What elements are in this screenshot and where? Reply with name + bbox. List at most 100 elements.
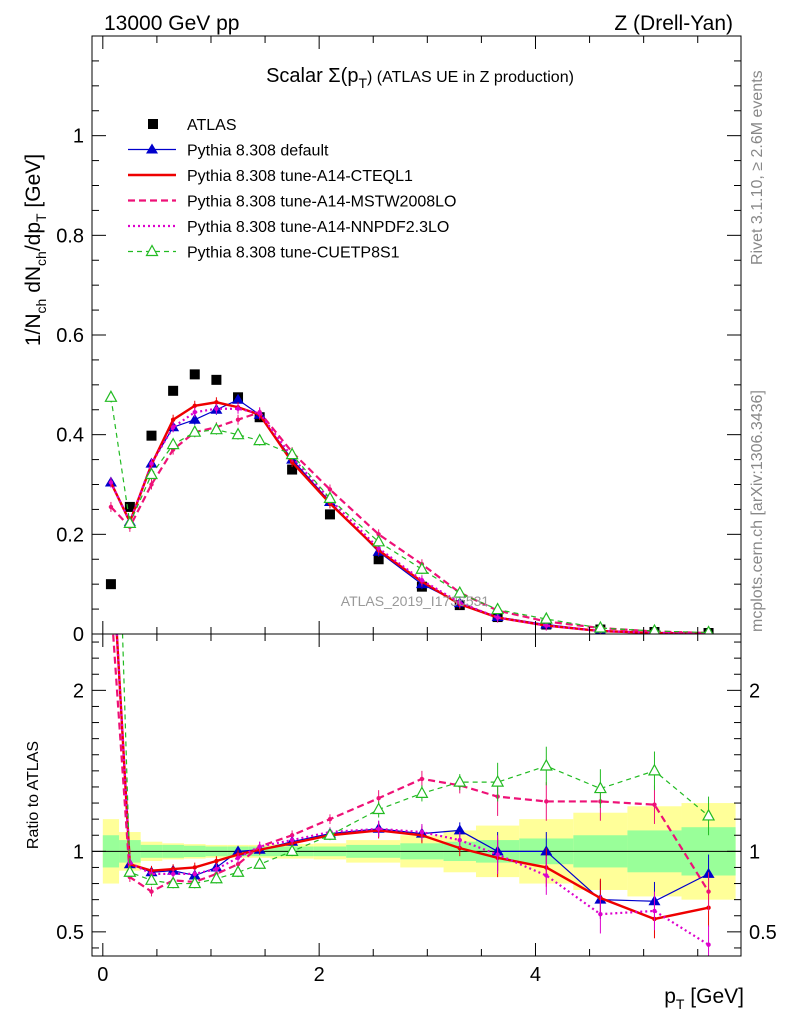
legend: ATLAS Pythia 8.308 default Pythia 8.308 tu… <box>128 117 456 262</box>
data-point-atlas <box>324 509 335 520</box>
data-point-cuetp8s1 <box>285 447 299 460</box>
data-point-cuetp8s1 <box>415 561 429 574</box>
ratio-point-nnpdf <box>457 837 462 843</box>
data-point-atlas <box>189 369 200 380</box>
data-point-cuetp8s1 <box>453 585 467 598</box>
ratio-point-cuetp8s1 <box>647 763 661 776</box>
ratio-point-mstw <box>235 862 241 867</box>
data-point-cuetp8s1 <box>648 623 661 634</box>
main-title-sub: T <box>358 75 367 91</box>
ratio-point-nnpdf <box>235 855 241 860</box>
y-tick-label-right: 0.5 <box>749 922 777 944</box>
ratio-point-cuetp8s1 <box>491 774 505 787</box>
data-point-cuetp8s1 <box>104 390 118 402</box>
main-plot-panel: 0 0.2 0.4 0.6 0.8 1 ATLAS_2019_I1736531 Scala… <box>22 35 742 646</box>
ratio-point-mstw <box>706 889 711 894</box>
data-point-cteql1 <box>192 403 197 408</box>
legend-label-cuetp8s1: Pythia 8.308 tune-CUETP8S1 <box>187 245 400 262</box>
ratio-point-cuetp8s1 <box>123 865 137 877</box>
ratio-point-nnpdf <box>376 826 381 832</box>
ratio-point-cuetp8s1 <box>188 876 202 889</box>
data-point-cuetp8s1 <box>253 433 267 446</box>
ratio-point-nnpdf <box>495 852 500 857</box>
data-point-nnpdf <box>544 623 549 628</box>
mcplots-label: mcplots.cern.ch [arXiv:1306.3436] <box>749 390 766 632</box>
ratio-point-cuetp8s1 <box>144 873 159 885</box>
data-point-nnpdf <box>376 546 381 551</box>
data-point-cuetp8s1 <box>188 424 202 437</box>
ratio-point-mstw <box>376 796 381 801</box>
data-point-cuetp8s1 <box>209 422 223 435</box>
data-point-nnpdf <box>419 577 425 583</box>
y-tick-label: 0.4 <box>56 425 84 447</box>
ratio-point-cuetp8s1 <box>593 781 607 794</box>
main-title: Scalar Σ(pT) (ATLAS UE in Z production) <box>266 65 574 91</box>
data-point-nnpdf <box>457 600 462 605</box>
y-tick-label-right: 2 <box>749 680 760 702</box>
data-point-atlas <box>211 374 222 385</box>
x-tick-label: 0 <box>97 964 108 986</box>
ratio-point-cuetp8s1 <box>231 865 245 877</box>
data-point-cuetp8s1 <box>491 602 505 615</box>
ylabel-p4: /dp <box>22 222 45 251</box>
header-left: 13000 GeV pp <box>104 12 239 35</box>
data-point-nnpdf <box>257 411 262 416</box>
ratio-point-cuetp8s1 <box>539 758 553 771</box>
y-tick-label: 2 <box>73 680 84 702</box>
data-point-atlas <box>124 501 135 512</box>
xlabel-sub: T <box>676 996 685 1012</box>
data-point-cuetp8s1 <box>593 620 607 633</box>
ratio-point-cuetp8s1 <box>453 774 467 787</box>
series-line-nnpdf <box>109 407 709 634</box>
data-point-cuetp8s1 <box>372 534 386 547</box>
ratio-line-nnpdf <box>115 634 710 946</box>
series-line-mstw <box>110 410 709 634</box>
ylabel-p2: dN <box>22 266 45 299</box>
data-point-atlas <box>105 579 116 590</box>
data-point-nnpdf <box>108 480 114 485</box>
data-point-cuetp8s1 <box>144 467 159 480</box>
legend-label-atlas: ATLAS <box>187 117 237 134</box>
ratio-point-cuetp8s1 <box>702 808 716 821</box>
data-point-default <box>188 413 201 424</box>
data-point-mstw <box>376 532 381 537</box>
ylabel-p1: ch <box>33 299 49 314</box>
legend-label-cteql1: Pythia 8.308 tune-A14-CTEQL1 <box>187 168 413 185</box>
legend-label-mstw: Pythia 8.308 tune-A14-MSTW2008LO <box>187 194 456 211</box>
rivet-label: Rivet 3.1.10, ≥ 2.6M events <box>749 70 766 265</box>
ratio-point-mstw <box>149 889 154 894</box>
data-point-cteql1 <box>170 417 176 422</box>
ratio-point-mstw <box>419 776 425 782</box>
ratio-ylabel: Ratio to ATLAS <box>25 741 42 849</box>
watermark: ATLAS_2019_I1736531 <box>341 593 490 609</box>
x-tick-label: 4 <box>530 964 541 986</box>
data-point-cuetp8s1 <box>166 437 180 450</box>
data-point-cuetp8s1 <box>323 491 337 504</box>
x-tick-label: 2 <box>314 964 325 986</box>
ratio-point-cuetp8s1 <box>415 786 429 798</box>
data-point-cuetp8s1 <box>123 516 137 528</box>
y-tick-label: 0.5 <box>56 922 84 944</box>
ratio-point-nnpdf <box>598 911 603 917</box>
main-ylabel: 1/Nch dNch/dpT [GeV] <box>22 154 49 346</box>
ratio-point-nnpdf <box>257 844 262 849</box>
ratio-point-cuetp8s1 <box>323 828 337 840</box>
data-point-atlas <box>287 464 298 475</box>
ratio-point-nnpdf <box>419 829 425 835</box>
data-point-cuetp8s1 <box>539 611 553 624</box>
y-tick-label: 0.2 <box>56 524 84 546</box>
ratio-point-nnpdf <box>544 873 549 878</box>
main-title-main: Scalar Σ(p <box>266 65 358 87</box>
data-point-nnpdf <box>495 615 500 620</box>
data-point-cuetp8s1 <box>231 427 245 440</box>
series-line-cteql1 <box>109 401 709 634</box>
legend-label-nnpdf: Pythia 8.308 tune-A14-NNPDF2.3LO <box>187 219 449 236</box>
legend-label-default: Pythia 8.308 default <box>187 143 329 160</box>
data-point-nnpdf <box>235 406 241 411</box>
data-point-default <box>232 393 245 404</box>
data-point-cteql1 <box>214 400 219 405</box>
ratio-point-cuetp8s1 <box>166 876 180 889</box>
y-tick-label: 0.8 <box>56 225 84 247</box>
ratio-point-nnpdf <box>652 908 657 914</box>
